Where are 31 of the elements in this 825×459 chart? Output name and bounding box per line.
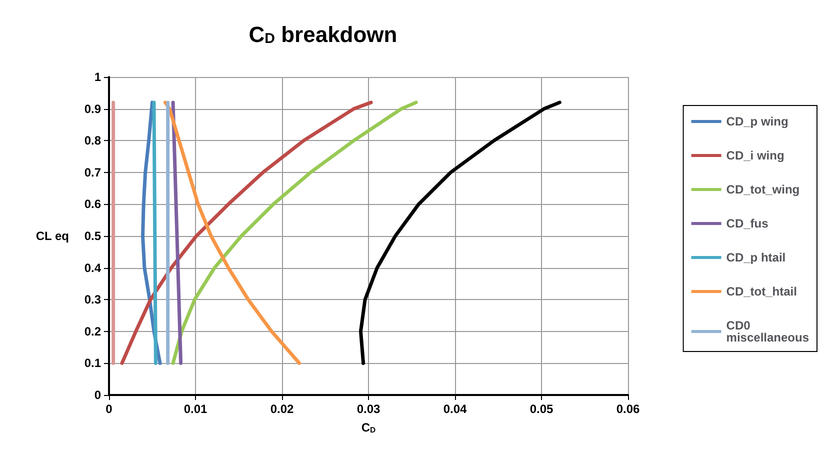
line-series (120, 100, 373, 365)
x-tick-label: 0.01 (184, 402, 208, 416)
x-tick-label: 0.03 (356, 402, 380, 416)
legend-label: CD_p htail (726, 250, 786, 264)
x-tick-label: 0 (106, 402, 113, 416)
legend-label: CD0 miscellaneous (726, 318, 810, 344)
y-tick-label: 0.4 (84, 260, 102, 275)
line-series (163, 100, 302, 365)
y-tick-label: 0.2 (84, 324, 102, 338)
x-tick-label: 0.04 (443, 402, 467, 416)
legend-label: CD_i wing (726, 148, 784, 162)
x-tick-label: 0.06 (616, 402, 640, 416)
x-tick-label: 0.05 (530, 402, 554, 416)
y-tick-label: 0.9 (84, 102, 102, 116)
legend-label: CD_p wing (726, 114, 788, 128)
line-series (358, 100, 562, 365)
legend-label: CD_tot_htail (726, 284, 797, 298)
y-axis-title: CL eq (36, 229, 69, 243)
y-tick-label: 0 (94, 388, 102, 402)
chart-title: CD breakdown (248, 22, 398, 47)
legend-label: CD_fus (726, 216, 769, 230)
y-tick-label: 0.8 (84, 134, 102, 148)
y-tick-label: 1 (94, 70, 102, 84)
y-tick-label: 0.3 (84, 292, 102, 307)
legend-label: CD_tot_wing (726, 182, 800, 196)
y-tick-label: 0.7 (84, 165, 102, 180)
y-tick-label: 0.6 (84, 197, 102, 212)
y-tick-label: 0.5 (84, 229, 102, 243)
line-series (171, 100, 418, 365)
x-tick-label: 0.02 (270, 402, 294, 416)
y-tick-label: 0.1 (84, 356, 102, 370)
